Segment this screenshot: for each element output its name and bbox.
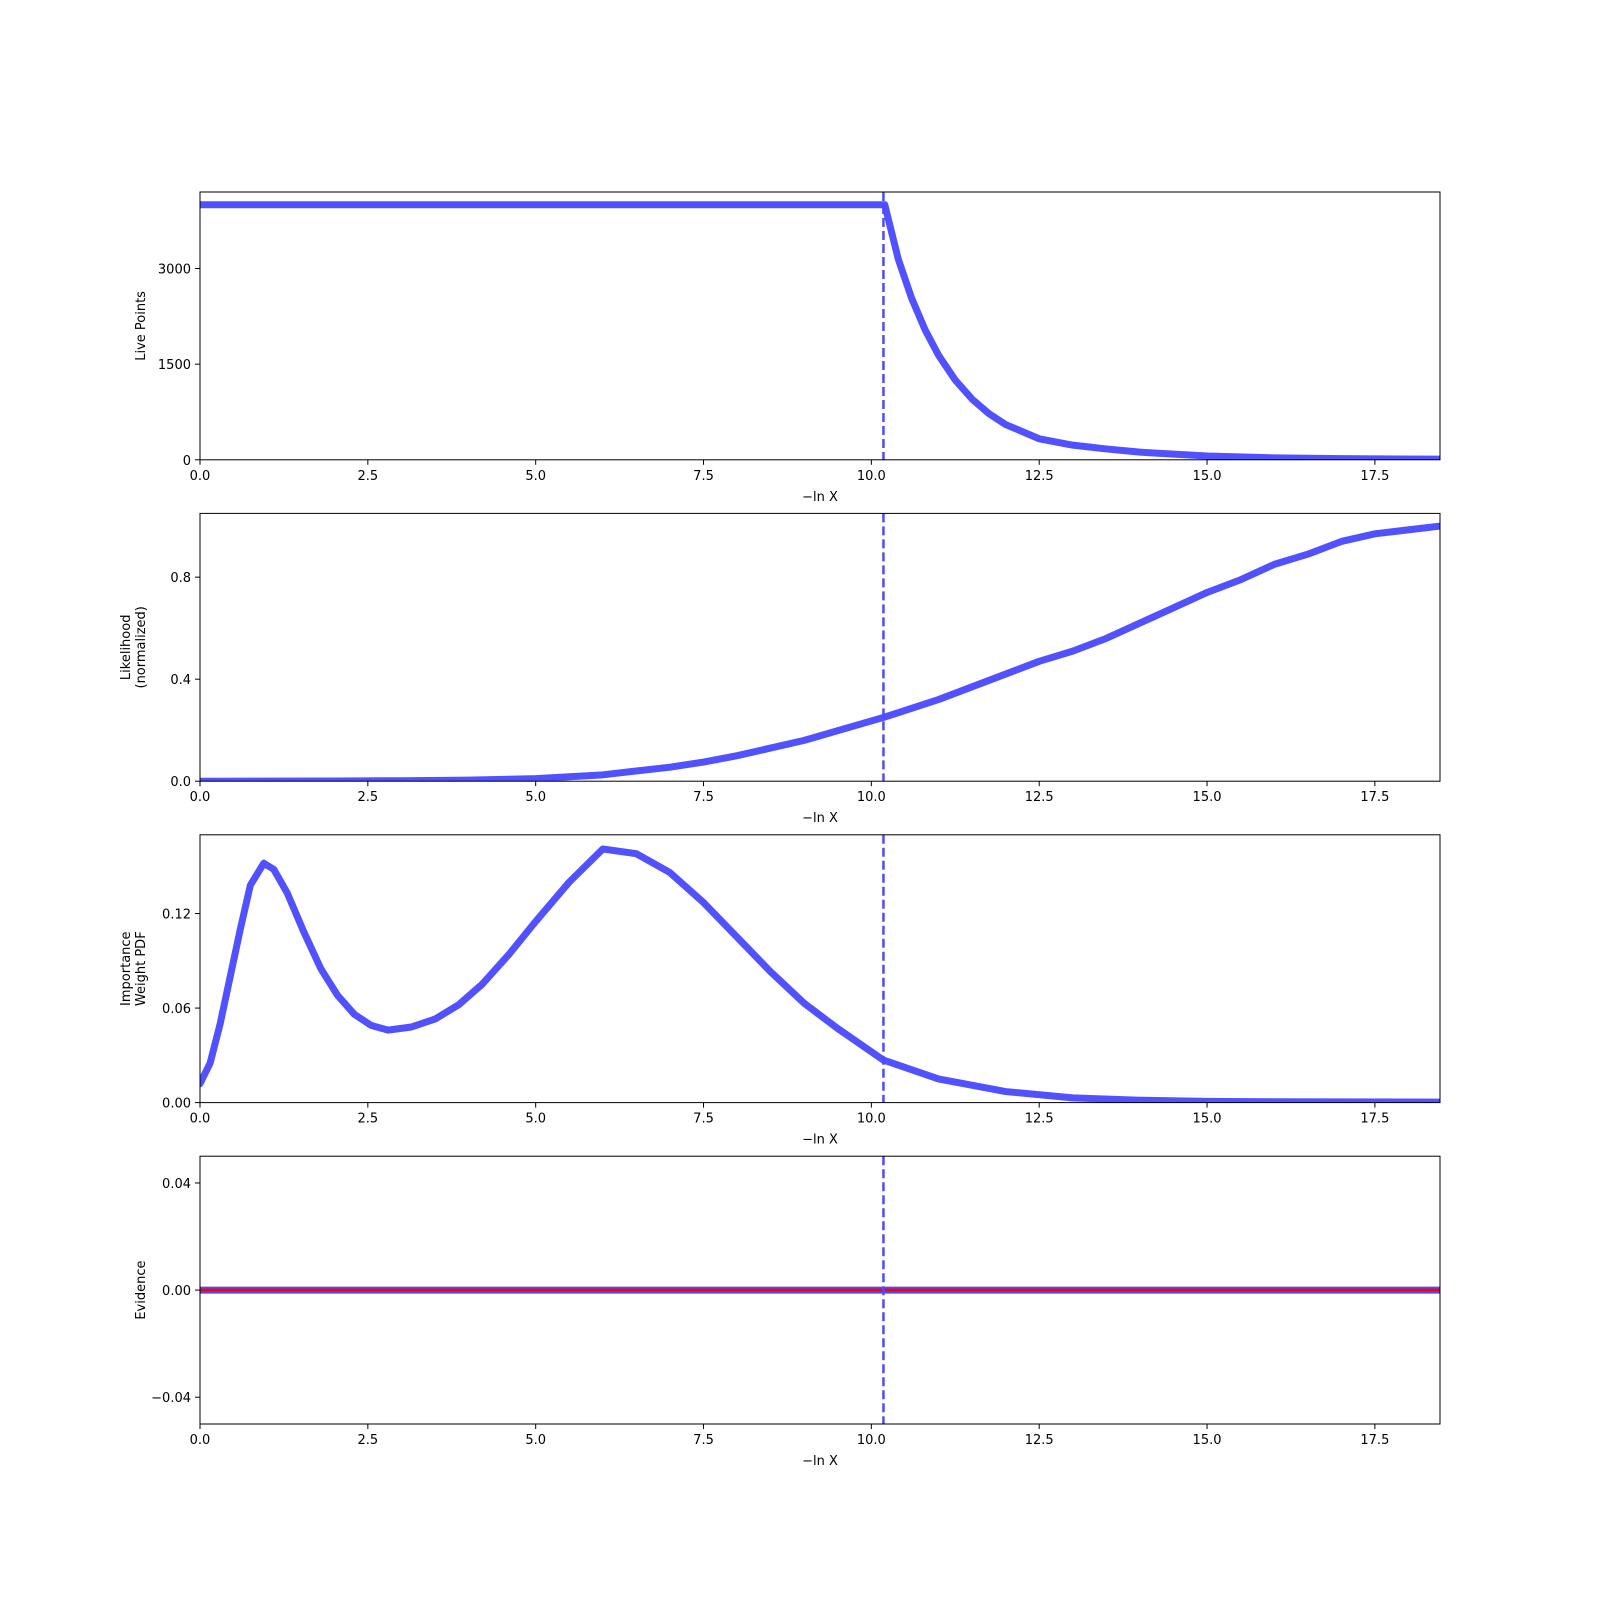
axes-frame (199, 1155, 1441, 1425)
x-tick-label: 17.5 (1360, 790, 1389, 805)
x-tick-label: 5.0 (525, 1433, 546, 1448)
y-axis-label: Live Points (134, 291, 149, 361)
y-tick-label: 0.00 (162, 1284, 191, 1299)
x-tick-label: 0.0 (190, 1433, 211, 1448)
x-tick-label: 5.0 (525, 1112, 546, 1127)
line (200, 845, 1440, 1103)
x-axis-label: −ln X (802, 490, 838, 505)
x-tick-label: 7.5 (693, 790, 714, 805)
y-axis-label: Importance (119, 931, 134, 1006)
y-tick-label: 0.04 (162, 1177, 191, 1192)
panel: 0.0 2.5 5.0 7.5 10.0 12.5 15.0 17.5 0 1500 3000 −ln… (134, 191, 1441, 505)
x-axis-label: −ln X (802, 1133, 838, 1148)
y-axis-label: Evidence (134, 1261, 149, 1320)
y-tick-label: 0.0 (170, 775, 191, 790)
panel: 0.0 2.5 5.0 7.5 10.0 12.5 15.0 17.5 0.00 0.06 0.12… (119, 834, 1441, 1148)
y-tick-label: 0.4 (170, 673, 191, 688)
y-tick-label: 1500 (158, 358, 191, 373)
x-tick-label: 17.5 (1360, 1112, 1389, 1127)
y-tick-label: 0.8 (170, 571, 191, 586)
x-tick-label: 12.5 (1025, 790, 1054, 805)
panel: 0.0 2.5 5.0 7.5 10.0 12.5 15.0 17.5 −0.04 0.00 0.0… (134, 1155, 1441, 1469)
plot-area (200, 201, 1440, 460)
x-axis-label: −ln X (802, 811, 838, 826)
x-tick-label: 5.0 (525, 790, 546, 805)
axes-frame (199, 512, 1441, 782)
y-tick-label: 0.12 (162, 908, 191, 923)
x-tick-label: 12.5 (1025, 1112, 1054, 1127)
line (200, 201, 1440, 460)
x-tick-label: 7.5 (693, 469, 714, 484)
y-axis-label: Weight PDF (134, 931, 149, 1006)
x-tick-label: 2.5 (357, 1433, 378, 1448)
axes-frame (199, 191, 1441, 461)
y-tick-label: 3000 (158, 263, 191, 278)
x-tick-label: 5.0 (525, 469, 546, 484)
plot-area (200, 522, 1440, 782)
x-tick-label: 17.5 (1360, 1433, 1389, 1448)
y-tick-label: −0.04 (151, 1391, 191, 1406)
x-tick-label: 12.5 (1025, 1433, 1054, 1448)
y-tick-label: 0.00 (162, 1097, 191, 1112)
x-tick-label: 7.5 (693, 1433, 714, 1448)
x-tick-label: 2.5 (357, 1112, 378, 1127)
x-tick-label: 15.0 (1193, 1433, 1222, 1448)
panel: 0.0 2.5 5.0 7.5 10.0 12.5 15.0 17.5 0.0 0.4 0.8 −ln… (119, 512, 1441, 826)
x-tick-label: 0.0 (190, 790, 211, 805)
x-tick-label: 10.0 (857, 790, 886, 805)
x-tick-label: 0.0 (190, 1112, 211, 1127)
y-tick-label: 0.06 (162, 1002, 191, 1017)
x-axis-label: −ln X (802, 1454, 838, 1469)
axes-frame (199, 834, 1441, 1104)
x-tick-label: 2.5 (357, 469, 378, 484)
y-axis-label: (normalized) (134, 606, 149, 688)
x-tick-label: 10.0 (857, 1433, 886, 1448)
x-tick-label: 15.0 (1193, 790, 1222, 805)
x-tick-label: 12.5 (1025, 469, 1054, 484)
x-tick-label: 15.0 (1193, 1112, 1222, 1127)
x-tick-label: 0.0 (190, 469, 211, 484)
x-tick-label: 10.0 (857, 1112, 886, 1127)
line (200, 522, 1440, 782)
x-tick-label: 17.5 (1360, 469, 1389, 484)
x-tick-label: 10.0 (857, 469, 886, 484)
x-tick-label: 15.0 (1193, 469, 1222, 484)
y-axis-label: Likelihood (119, 615, 134, 681)
x-tick-label: 2.5 (357, 790, 378, 805)
y-tick-label: 0 (183, 454, 191, 469)
x-tick-label: 7.5 (693, 1112, 714, 1127)
plot-area (200, 845, 1440, 1103)
